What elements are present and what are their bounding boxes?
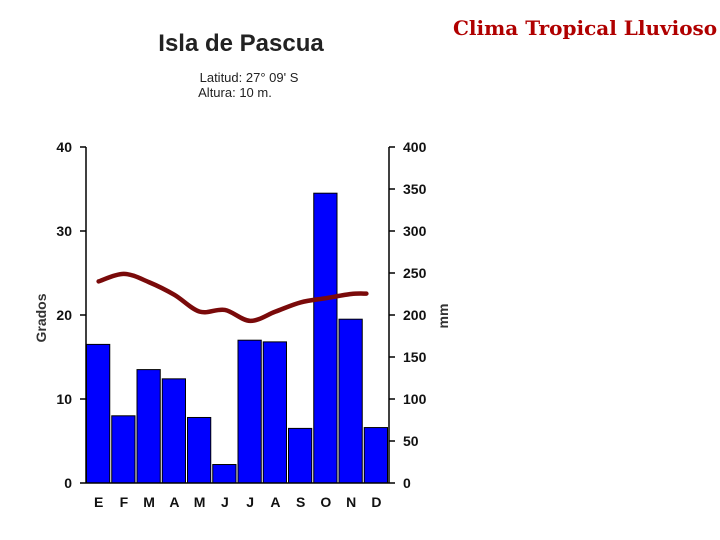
x-tick-label: F bbox=[120, 494, 129, 510]
precipitation-bar bbox=[338, 318, 363, 484]
precipitation-bar bbox=[187, 416, 212, 484]
right-tick-label: 100 bbox=[403, 391, 427, 407]
x-tick-label: A bbox=[270, 494, 280, 510]
x-tick-label: A bbox=[169, 494, 179, 510]
right-tick-label: 250 bbox=[403, 265, 427, 281]
chart-title: Isla de Pascua bbox=[158, 30, 324, 57]
right-tick-label: 400 bbox=[403, 139, 427, 155]
left-tick-label: 30 bbox=[56, 223, 72, 239]
x-tick-label: M bbox=[143, 494, 155, 510]
x-tick-label: M bbox=[194, 494, 206, 510]
x-tick-label: O bbox=[320, 494, 331, 510]
left-tick-label: 10 bbox=[56, 391, 72, 407]
left-tick-label: 40 bbox=[56, 139, 72, 155]
x-tick-label: J bbox=[246, 494, 254, 510]
precipitation-bar bbox=[136, 369, 161, 484]
right-tick-label: 50 bbox=[403, 433, 419, 449]
x-tick-label: J bbox=[221, 494, 229, 510]
precipitation-bar bbox=[212, 464, 237, 484]
right-tick-label: 350 bbox=[403, 181, 427, 197]
x-tick-label: D bbox=[371, 494, 381, 510]
precipitation-bar bbox=[111, 415, 136, 484]
y-axis-label-left: Grados bbox=[33, 293, 49, 342]
temperature-line-layer bbox=[96, 271, 369, 324]
right-tick-label: 200 bbox=[403, 307, 427, 323]
x-tick-label: N bbox=[346, 494, 356, 510]
precipitation-bar bbox=[363, 427, 388, 484]
temperature-line bbox=[96, 271, 369, 324]
y-axis-label-right: mm bbox=[435, 304, 451, 329]
page-title: Clima Tropical Lluvioso bbox=[453, 16, 718, 40]
chart-subtitle-altitude: Altura: 10 m. bbox=[198, 85, 272, 100]
right-tick-label: 0 bbox=[403, 475, 411, 491]
chart-subtitle-latitude: Latitud: 27° 09' S bbox=[200, 70, 299, 85]
precipitation-bar bbox=[313, 192, 338, 484]
x-tick-label: E bbox=[94, 494, 103, 510]
precipitation-bar bbox=[86, 343, 111, 484]
precipitation-bar bbox=[288, 427, 313, 484]
right-tick-label: 150 bbox=[403, 349, 427, 365]
precipitation-bar bbox=[262, 341, 287, 484]
left-tick-label: 20 bbox=[56, 307, 72, 323]
precipitation-bar bbox=[237, 339, 262, 484]
right-tick-label: 300 bbox=[403, 223, 427, 239]
left-tick-label: 0 bbox=[64, 475, 72, 491]
precipitation-bars bbox=[86, 192, 388, 484]
precipitation-bar bbox=[161, 378, 186, 484]
x-tick-label: S bbox=[296, 494, 305, 510]
